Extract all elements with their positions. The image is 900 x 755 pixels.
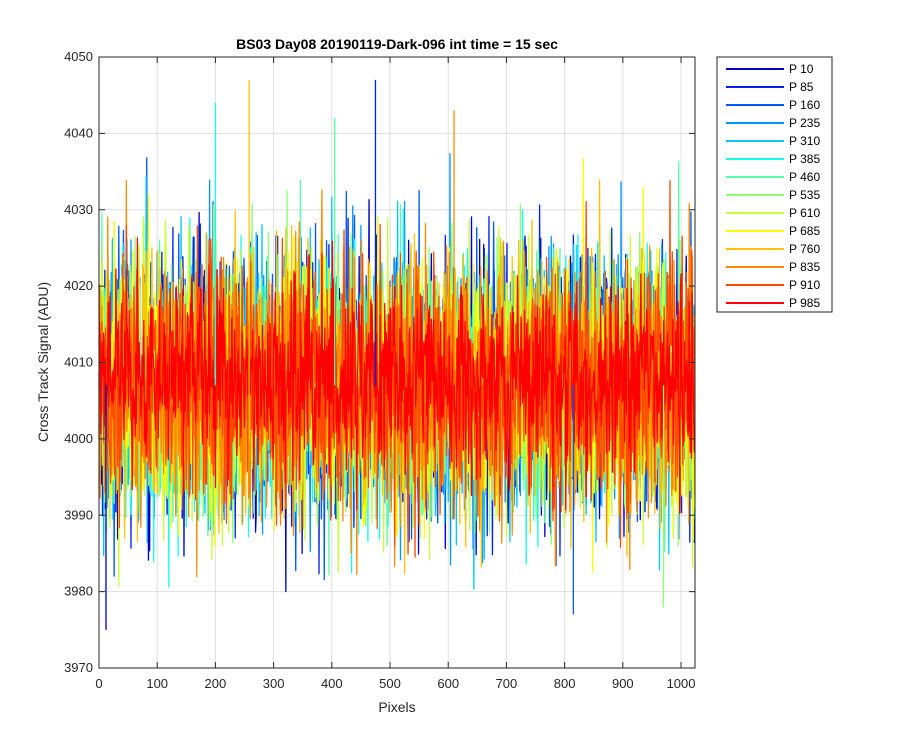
x-tick-label: 900 — [612, 676, 634, 691]
legend-label: P 385 — [789, 152, 820, 166]
x-tick-label: 700 — [496, 676, 518, 691]
x-axis-label: Pixels — [378, 699, 415, 715]
y-tick-label: 4010 — [64, 355, 93, 370]
y-tick-label: 3980 — [64, 584, 93, 599]
legend-label: P 760 — [789, 242, 820, 256]
chart-title: BS03 Day08 20190119-Dark-096 int time = … — [236, 36, 558, 52]
x-tick-label: 0 — [95, 676, 102, 691]
y-tick-label: 4030 — [64, 202, 93, 217]
series-layer — [98, 79, 696, 630]
series-line — [98, 237, 696, 514]
legend-label: P 910 — [789, 278, 820, 292]
x-tick-label: 1000 — [667, 676, 696, 691]
legend-items: P 10 P 85 P 160 P 235 P 310 P 385 P 460 P 535 P … — [726, 62, 820, 310]
legend-label: P 610 — [789, 206, 820, 220]
y-axis-label: Cross Track Signal (ADU) — [35, 282, 51, 442]
legend-label: P 160 — [789, 98, 820, 112]
y-tick-label: 3990 — [64, 507, 93, 522]
y-tick-labels: 3970 3980 3990 4000 4010 4020 4030 4040 4050 — [64, 49, 93, 675]
x-tick-label: 300 — [263, 676, 285, 691]
y-tick-label: 3970 — [64, 660, 93, 675]
x-tick-labels: 0 100 200 300 400 500 600 700 800 900 1000 — [95, 676, 695, 691]
legend-label: P 460 — [789, 170, 820, 184]
legend-label: P 10 — [789, 62, 814, 76]
y-tick-label: 4000 — [64, 431, 93, 446]
legend-label: P 985 — [789, 296, 820, 310]
y-tick-label: 4050 — [64, 49, 93, 64]
y-tick-label: 4020 — [64, 278, 93, 293]
y-tick-label: 4040 — [64, 125, 93, 140]
legend-label: P 685 — [789, 224, 820, 238]
legend-label: P 310 — [789, 134, 820, 148]
x-tick-label: 100 — [146, 676, 168, 691]
legend-label: P 835 — [789, 260, 820, 274]
legend: P 10 P 85 P 160 P 235 P 310 P 385 P 460 P 535 P … — [716, 56, 833, 313]
x-tick-label: 400 — [321, 676, 343, 691]
x-tick-label: 500 — [379, 676, 401, 691]
ticks — [98, 56, 695, 669]
legend-label: P 535 — [789, 188, 820, 202]
legend-label: P 85 — [789, 80, 814, 94]
x-tick-label: 800 — [554, 676, 576, 691]
x-tick-label: 200 — [205, 676, 227, 691]
legend-box — [716, 56, 833, 313]
series-line — [98, 180, 696, 558]
legend-label: P 235 — [789, 116, 820, 130]
x-tick-label: 600 — [437, 676, 459, 691]
